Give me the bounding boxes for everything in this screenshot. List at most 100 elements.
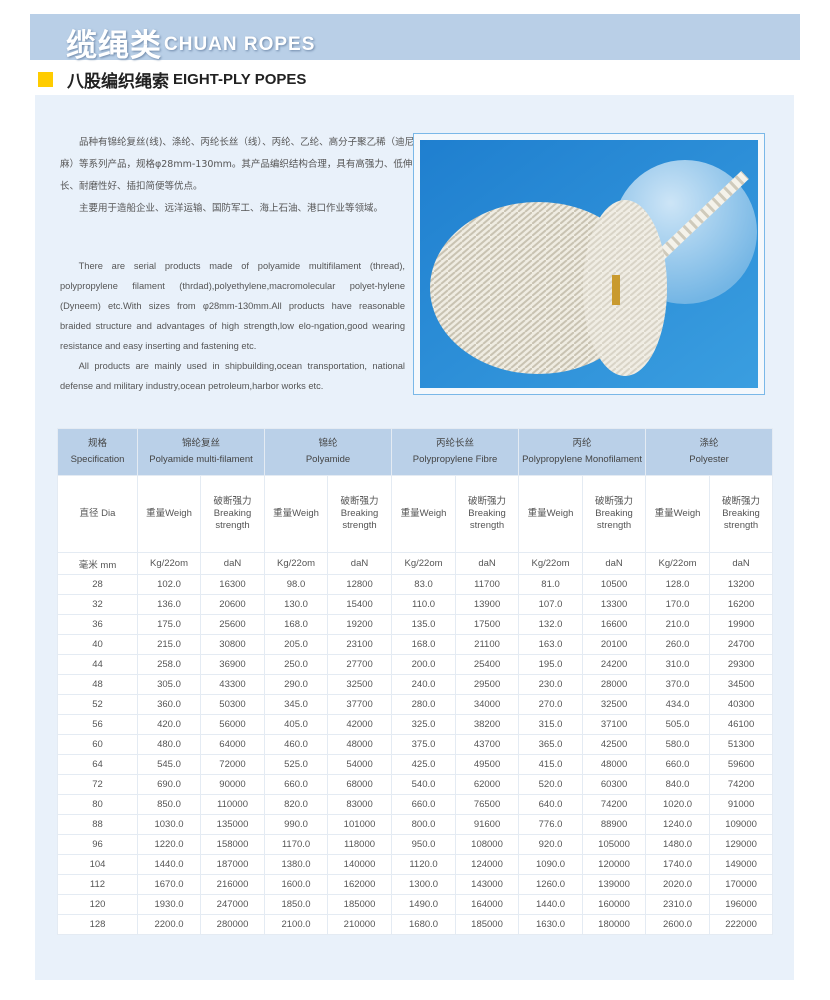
strength-cell: 118000 xyxy=(327,834,393,855)
weight-cell: 375.0 xyxy=(391,734,457,755)
strength-cell: 30800 xyxy=(199,634,266,655)
strength-cell: 25600 xyxy=(199,614,266,635)
table-row: 120 1930.0 247000 1850.0 185000 1490.0 164000 1… xyxy=(57,894,774,915)
weight-cell: 102.0 xyxy=(137,574,201,595)
strength-cell: 210000 xyxy=(327,914,393,935)
weight-header-cell: 重量Weigh xyxy=(391,475,457,553)
strength-header-text: strength xyxy=(723,520,759,531)
header-row-materials: 规格 Specification 锦纶复丝 Polyamide multi-filam… xyxy=(57,428,774,476)
strength-cell: 120000 xyxy=(582,854,647,875)
table-row: 36 175.0 25600 168.0 19200 135.0 17500 132.0 166… xyxy=(57,614,774,635)
description-cn: 品种有锦纶复丝(线)、涤纶、丙纶长丝（线）、丙纶、乙纶、高分子聚乙稀（迪尼麻）等… xyxy=(60,132,415,220)
strength-cell: 42500 xyxy=(582,734,647,755)
diameter-cell: 112 xyxy=(57,874,138,895)
weight-cell: 240.0 xyxy=(391,674,457,695)
weight-cell: 660.0 xyxy=(264,774,329,795)
weight-cell: 580.0 xyxy=(645,734,711,755)
weight-cell: 250.0 xyxy=(264,654,329,675)
strength-cell: 51300 xyxy=(709,734,774,755)
strength-unit-cell: daN xyxy=(709,552,774,575)
weight-cell: 280.0 xyxy=(391,694,457,715)
strength-cell: 17500 xyxy=(455,614,520,635)
strength-cell: 124000 xyxy=(455,854,520,875)
diameter-cell: 64 xyxy=(57,754,138,775)
weight-header-cell: 重量Weigh xyxy=(518,475,584,553)
table-row: 112 1670.0 216000 1600.0 162000 1300.0 143000 1… xyxy=(57,874,774,895)
table-row: 32 136.0 20600 130.0 15400 110.0 13900 107.0 133… xyxy=(57,594,774,615)
description-en-paragraph: There are serial products made of polyam… xyxy=(60,261,405,351)
weight-cell: 170.0 xyxy=(645,594,711,615)
strength-header-text: strength xyxy=(469,520,505,531)
weight-cell: 1490.0 xyxy=(391,894,457,915)
weight-cell: 345.0 xyxy=(264,694,329,715)
header-row-units: 毫米 mm Kg/22om daN Kg/22om daN Kg/22om daN Kg/22… xyxy=(57,552,774,575)
weight-cell: 460.0 xyxy=(264,734,329,755)
weight-cell: 2020.0 xyxy=(645,874,711,895)
weight-cell: 130.0 xyxy=(264,594,329,615)
weight-cell: 205.0 xyxy=(264,634,329,655)
strength-cell: 21100 xyxy=(455,634,520,655)
weight-cell: 545.0 xyxy=(137,754,201,775)
material-header-text: 锦纶 xyxy=(318,438,338,449)
strength-cell: 196000 xyxy=(709,894,774,915)
strength-header-text: Breaking xyxy=(340,508,379,519)
strength-cell: 68000 xyxy=(327,774,393,795)
weight-cell: 230.0 xyxy=(518,674,584,695)
strength-unit-cell: daN xyxy=(199,552,266,575)
strength-cell: 32500 xyxy=(582,694,647,715)
strength-header-text: strength xyxy=(596,520,632,531)
weight-cell: 520.0 xyxy=(518,774,584,795)
strength-cell: 170000 xyxy=(709,874,774,895)
table-row: 64 545.0 72000 525.0 54000 425.0 49500 415.0 480… xyxy=(57,754,774,775)
weight-cell: 2310.0 xyxy=(645,894,711,915)
material-header-cell: 丙纶长丝 Polypropylene Fibre xyxy=(391,428,520,476)
weight-cell: 163.0 xyxy=(518,634,584,655)
diameter-cell: 48 xyxy=(57,674,138,695)
strength-cell: 19200 xyxy=(327,614,393,635)
weight-cell: 98.0 xyxy=(264,574,329,595)
strength-cell: 162000 xyxy=(327,874,393,895)
table-row: 28 102.0 16300 98.0 12800 83.0 11700 81.0 10500 1… xyxy=(57,574,774,595)
strength-cell: 43700 xyxy=(455,734,520,755)
weight-cell: 920.0 xyxy=(518,834,584,855)
diameter-cell: 28 xyxy=(57,574,138,595)
strength-cell: 158000 xyxy=(199,834,266,855)
weight-cell: 1680.0 xyxy=(391,914,457,935)
table-row: 128 2200.0 280000 2100.0 210000 1680.0 185000 1… xyxy=(57,914,774,935)
strength-cell: 25400 xyxy=(455,654,520,675)
strength-cell: 38200 xyxy=(455,714,520,735)
material-header-text: 锦纶复丝 xyxy=(182,438,221,449)
weight-cell: 107.0 xyxy=(518,594,584,615)
section-title-cn: 八股编织绳索 xyxy=(67,71,169,92)
strength-cell: 15400 xyxy=(327,594,393,615)
strength-cell: 16200 xyxy=(709,594,774,615)
material-header-cell: 丙纶 Polypropylene Monofilament xyxy=(518,428,647,476)
section-heading: 八股编织绳索 EIGHT-PLY POPES xyxy=(38,68,306,92)
material-header-cell: 锦纶 Polyamide xyxy=(264,428,393,476)
weight-cell: 425.0 xyxy=(391,754,457,775)
weight-cell: 1600.0 xyxy=(264,874,329,895)
strength-header-text: 破断强力 xyxy=(468,496,507,507)
strength-cell: 16300 xyxy=(199,574,266,595)
weight-header-cell: 重量Weigh xyxy=(137,475,201,553)
strength-header-text: strength xyxy=(342,520,377,531)
strength-header-text: 破断强力 xyxy=(722,496,761,507)
strength-cell: 135000 xyxy=(199,814,266,835)
strength-cell: 40300 xyxy=(709,694,774,715)
diameter-cell: 88 xyxy=(57,814,138,835)
strength-header-text: 破断强力 xyxy=(595,496,634,507)
strength-cell: 247000 xyxy=(199,894,266,915)
table-row: 40 215.0 30800 205.0 23100 168.0 21100 163.0 201… xyxy=(57,634,774,655)
strength-cell: 56000 xyxy=(199,714,266,735)
weight-cell: 83.0 xyxy=(391,574,457,595)
weight-cell: 2600.0 xyxy=(645,914,711,935)
weight-header-cell: 重量Weigh xyxy=(645,475,711,553)
diameter-cell: 52 xyxy=(57,694,138,715)
weight-cell: 1030.0 xyxy=(137,814,201,835)
description-en: There are serial products made of polyam… xyxy=(60,256,405,396)
weight-cell: 800.0 xyxy=(391,814,457,835)
dia-unit-cell: 毫米 mm xyxy=(57,552,138,575)
table-row: 80 850.0 110000 820.0 83000 660.0 76500 640.0 74… xyxy=(57,794,774,815)
spec-header-cell: 规格 Specification xyxy=(57,428,138,476)
strength-cell: 16600 xyxy=(582,614,647,635)
